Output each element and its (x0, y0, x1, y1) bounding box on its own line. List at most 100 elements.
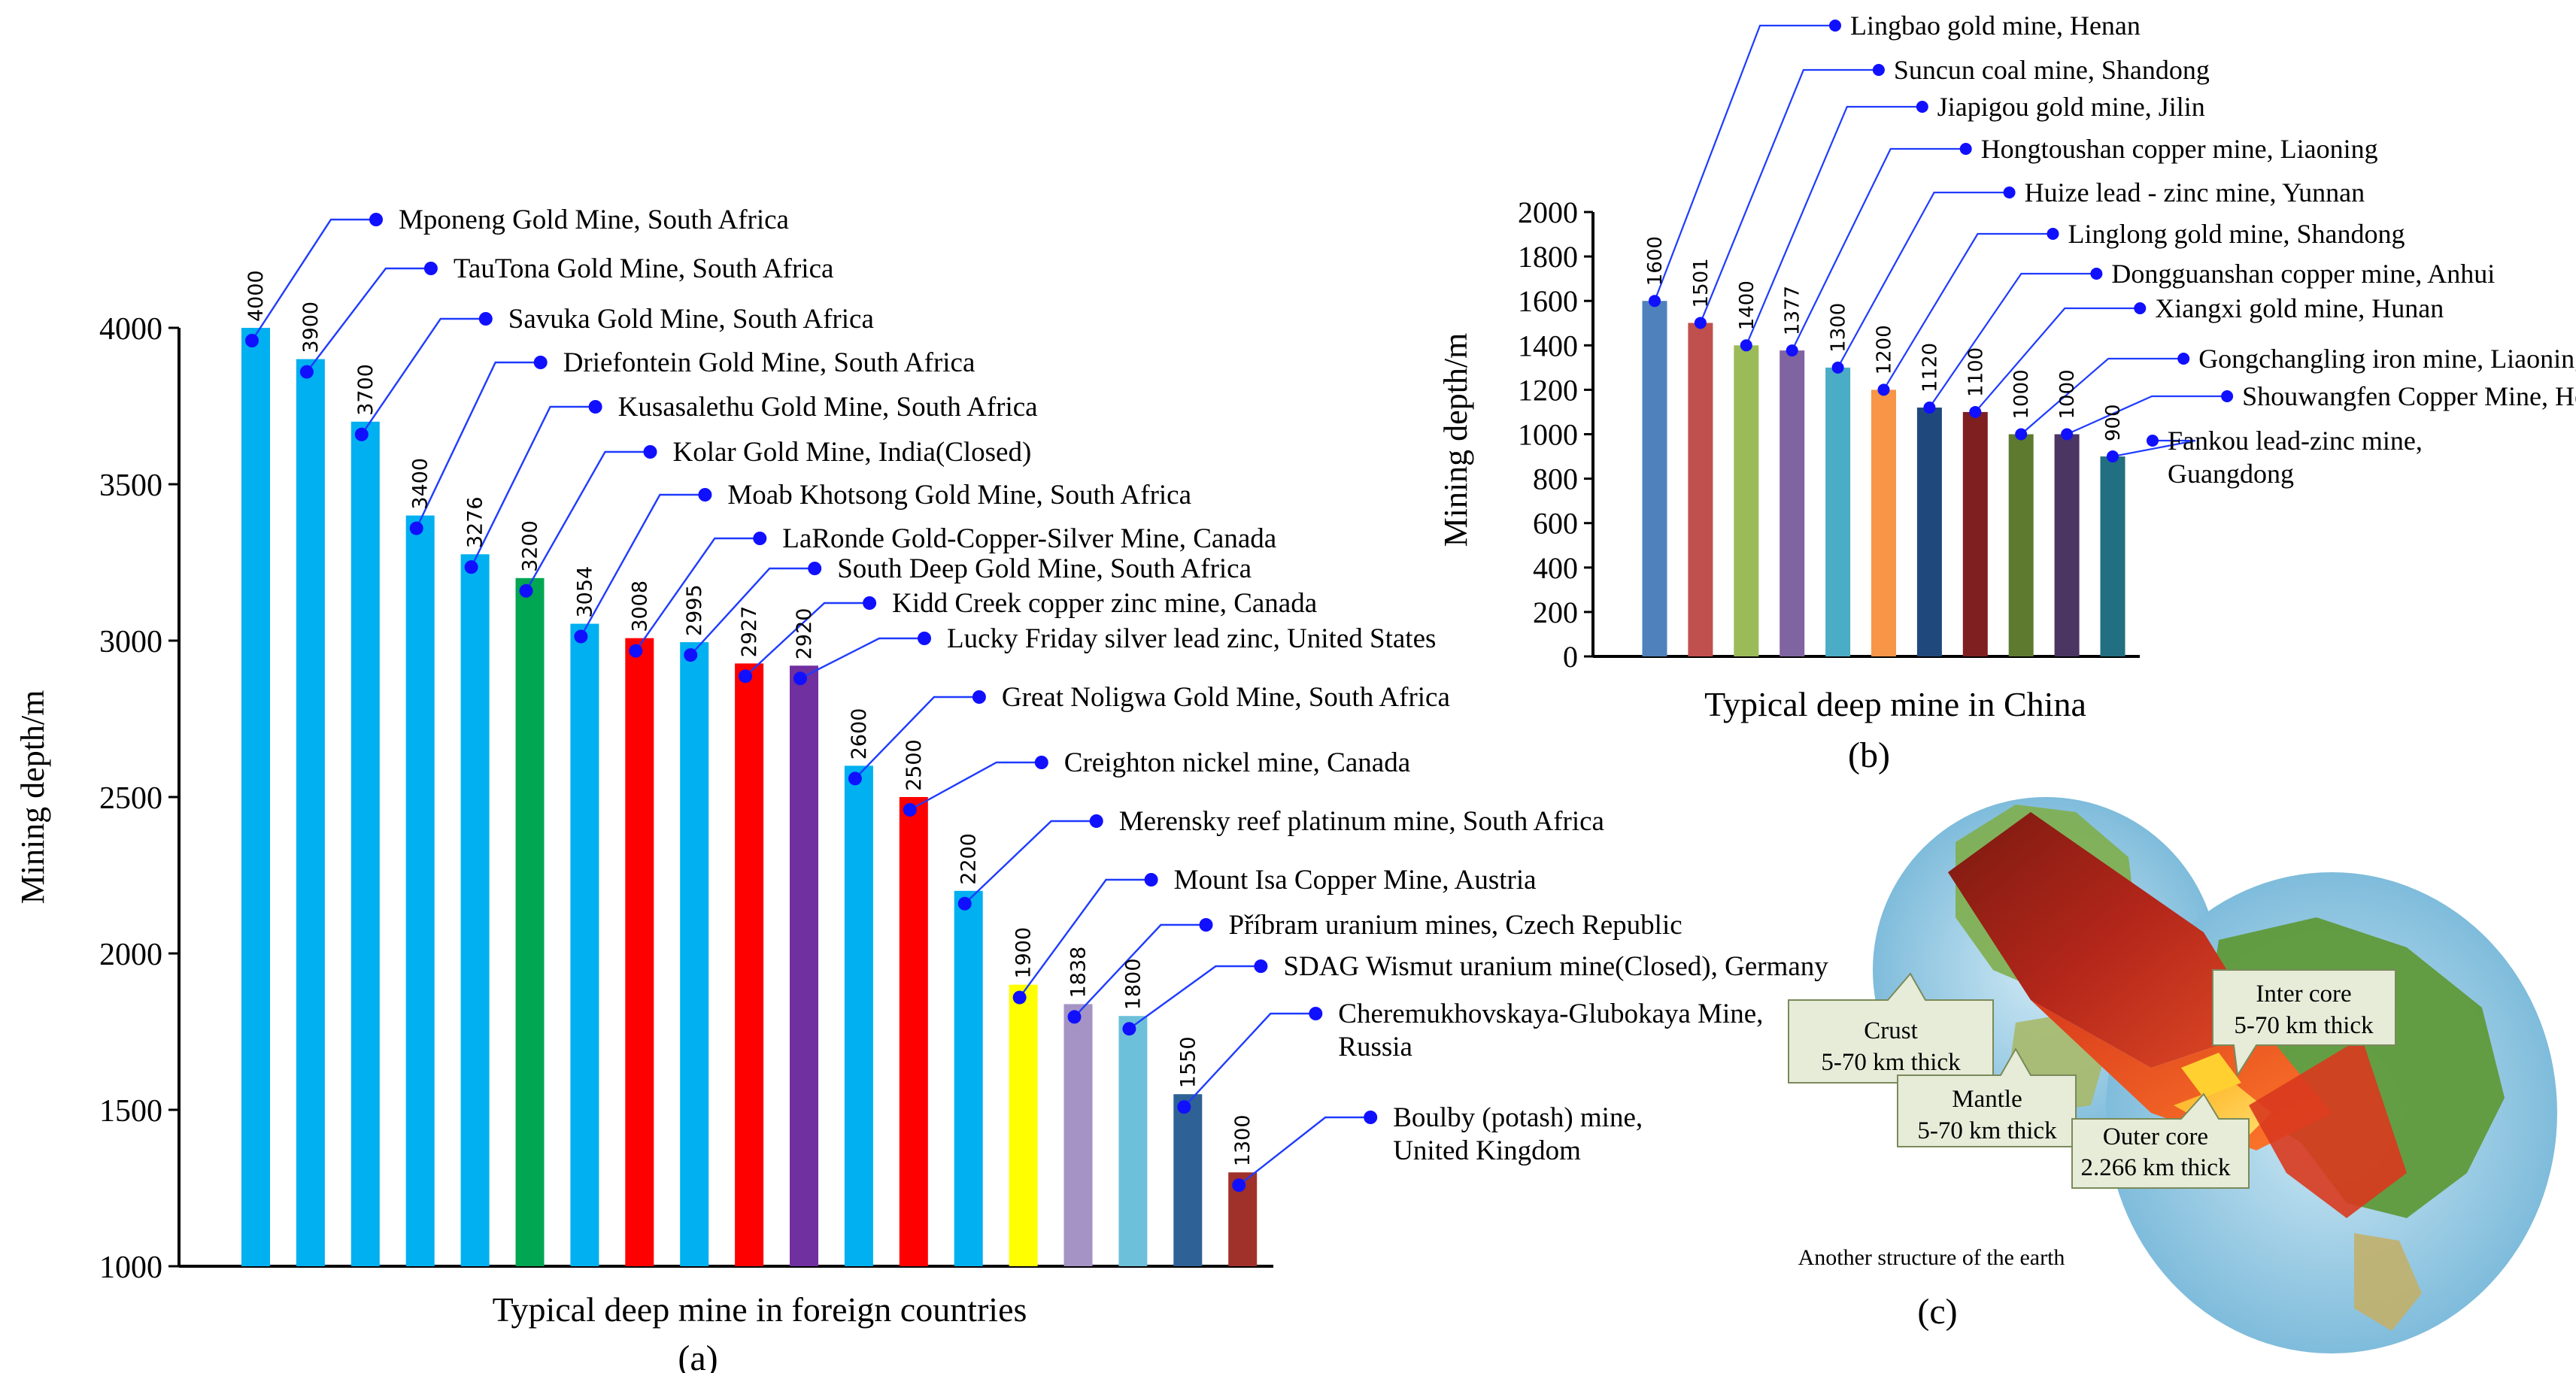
panel-a-leader-dot-label (1364, 1111, 1378, 1124)
panel-b-leader-line (1699, 68, 1879, 323)
panel-b-bar (1642, 301, 1667, 656)
panel-a-bar-name-label: TauTona Gold Mine, South Africa (454, 253, 834, 284)
panel-a-leader-dot-label (808, 562, 822, 575)
panel-b-bar-value-label: 1600 (1644, 236, 1667, 286)
panel-a-leader-dot-bar (1012, 990, 1027, 1005)
panel-a-bar (954, 890, 983, 1266)
panel-a-caption: (a) (678, 1338, 718, 1373)
panel-a-bar-value-label: 1900 (1012, 927, 1036, 979)
panel-b-leader-line (2112, 439, 2196, 458)
panel-a-bar-name-label: Mponeng Gold Mine, South Africa (399, 205, 789, 235)
panel-b-leader-line (1745, 105, 1922, 346)
panel-b-leader-line (1928, 272, 2097, 408)
panel-a-bar-value-label: 2995 (683, 584, 706, 636)
outer-core-callout: Outer core 2.266 km thick (2071, 1093, 2250, 1189)
panel-a-leader-dot-label (1199, 918, 1213, 932)
panel-a-leader-dot-bar (629, 644, 643, 658)
panel-a-leader-dot-bar (354, 427, 369, 441)
panel-b-leader-line (1653, 24, 1835, 302)
panel-b-leader-dot-bar (1923, 402, 1936, 414)
panel-a-bar-value-label: 3400 (409, 458, 432, 510)
panel-b-caption: (b) (1848, 735, 1890, 775)
panel-b-bar-name-label: Shouwangfen Copper Mine, Hebei (2242, 381, 2576, 411)
panel-b-y-tick-label: 1800 (1518, 240, 1578, 274)
panel-a-bar (735, 663, 764, 1266)
panel-b-bar (1688, 323, 1713, 656)
panel-a-leader-dot-bar (519, 583, 533, 598)
panel-b-y-tick-label: 2000 (1518, 195, 1578, 229)
crust-label-thickness: 5-70 km thick (1821, 1049, 1961, 1076)
panel-a-bar-value-label: 3276 (464, 496, 487, 548)
panel-b-bar-name-label: Linglong gold mine, Shandong (2068, 219, 2405, 249)
panel-b-bar (1780, 350, 1805, 656)
panel-b-y-tick-label: 200 (1533, 596, 1578, 629)
panel-a-leader-dot-bar (1122, 1022, 1136, 1036)
panel-a-bar (790, 665, 818, 1266)
panel-a-y-tick-label: 2000 (99, 938, 162, 972)
panel-a-bar (899, 797, 928, 1266)
panel-a-leader-dot-label (1034, 756, 1048, 769)
panel-b-y-tick-label: 600 (1533, 507, 1578, 541)
panel-a-bar-name-label: Kolar Gold Mine, India(Closed) (673, 437, 1032, 468)
panel-b-bar (1825, 367, 1851, 656)
panel-b-y-tick-label: 1000 (1518, 418, 1578, 452)
panel-a-bar (350, 421, 380, 1266)
panel-b-bar-value-label: 1400 (1736, 280, 1758, 330)
panel-a-leader-line (580, 493, 705, 638)
panel-a-bar (625, 638, 654, 1266)
panel-a-leader-line (963, 820, 1097, 905)
panel-a-leader-line (635, 537, 760, 652)
panel-b-y-tick-label: 0 (1563, 640, 1578, 674)
panel-a-leader-dot-bar (409, 521, 423, 535)
panel-a-leader-dot-bar (299, 365, 314, 379)
panel-a-bar-name-label: Kusasalethu Gold Mine, South Africa (618, 392, 1038, 423)
panel-b-bar-value-label: 1300 (1828, 303, 1850, 353)
panel-a-bar-name-label: South Deep Gold Mine, South Africa (837, 553, 1252, 584)
panel-a-bar-name-label: SDAG Wismut uranium mine(Closed), German… (1283, 951, 1828, 982)
earth-right-wedge (2249, 1038, 2407, 1218)
panel-a-bar (680, 642, 709, 1266)
panel-b-bar-name-label: Gongchangling iron mine, Liaoning (2198, 344, 2576, 374)
panel-a-leader-dot-label (478, 312, 493, 326)
panel-a-leader-line (1238, 1116, 1371, 1187)
panel-a-leader-line (415, 361, 541, 529)
panel-a-bar (296, 359, 325, 1267)
panel-a-bar-name-label: Cheremukhovskaya-Glubokaya Mine, (1338, 999, 1763, 1029)
panel-a-bar-name-label: Mount Isa Copper Mine, Austria (1174, 865, 1537, 896)
panel-a-bar (1118, 1016, 1148, 1266)
panel-b-bar (2054, 434, 2080, 656)
panel-b-bar-name-label: Suncun coal mine, Shandong (1894, 55, 2210, 85)
panel-a-leader-line (1018, 878, 1151, 999)
panel-b-bar-name-label: Lingbao gold mine, Henan (1850, 11, 2141, 41)
panel-a-bar (1009, 984, 1038, 1266)
panel-c-caption: (c) (1917, 1292, 1957, 1332)
panel-a-bar-name-label: Příbram uranium mines, Czech Republic (1229, 910, 1682, 941)
panel-b-y-tick-label: 800 (1533, 462, 1578, 496)
panel-a-bar-value-label: 1300 (1231, 1114, 1255, 1166)
panel-a-leader-dot-bar (245, 334, 259, 347)
panel-a-bar (515, 577, 545, 1266)
panel-b-y-axis-title: Mining depth/m (1437, 333, 1474, 547)
panel-b-bar (1962, 411, 1988, 656)
panel-a-leader-dot-bar (739, 669, 753, 683)
panel-b-bar-name-label-line2: Guangdong (2168, 459, 2294, 489)
panel-b-leader-dot-label (2047, 228, 2059, 240)
panel-a-bar (405, 515, 435, 1266)
panel-b-bar-name-label: Fankou lead-zinc mine, (2168, 426, 2423, 456)
panel-a-leader-dot-label (1309, 1007, 1323, 1020)
panel-a-bar-name-label: Merensky reef platinum mine, South Afric… (1119, 806, 1604, 837)
panel-a-bar-value-label: 2920 (793, 608, 816, 660)
panel-a-leader-dot-label (588, 400, 602, 414)
panel-a-leader-dot-label (918, 632, 931, 645)
panel-a-bar-name-label: Boulby (potash) mine, (1393, 1102, 1643, 1133)
panel-a-leader-dot-label (1089, 814, 1103, 828)
panel-b-bar-value-label: 1100 (1965, 347, 1987, 397)
panel-a-bar (241, 328, 270, 1266)
panel-b-leader-dot-label (2134, 302, 2147, 314)
earth-crust-layer (1948, 812, 2264, 1068)
panel-a-leader-line (250, 218, 376, 341)
earth-inner-core-layer (2181, 1053, 2241, 1098)
panel-b-leader-dot-bar (1831, 361, 1844, 374)
